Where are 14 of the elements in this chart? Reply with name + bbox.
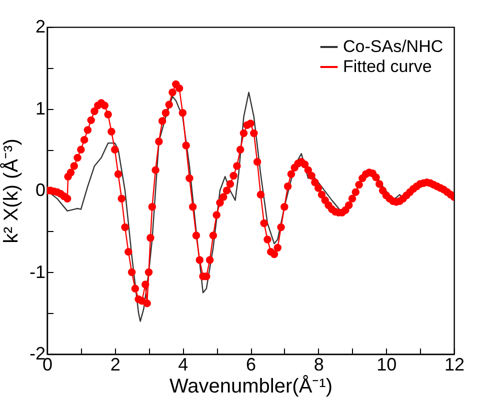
y-tick-label: 0 [35, 180, 46, 200]
x-tick-label: 4 [178, 354, 188, 374]
x-tick-label: 2 [110, 354, 120, 374]
y-tick-label: 1 [35, 98, 46, 118]
legend-label: Co-SAs/NHC [343, 37, 444, 56]
y-tick-label: -1 [29, 262, 46, 282]
x-tick-label: 10 [376, 354, 397, 374]
x-tick-label: 6 [246, 354, 256, 374]
y-axis-title: k² X(k) (Å⁻³) [0, 138, 22, 244]
legend-label: Fitted curve [343, 57, 432, 76]
x-tick-label: 8 [314, 354, 324, 374]
x-axis-title: Wavenumbler(Å⁻¹) [170, 374, 332, 398]
y-tick-label: 2 [35, 16, 46, 36]
x-tick-label: 12 [444, 354, 465, 374]
